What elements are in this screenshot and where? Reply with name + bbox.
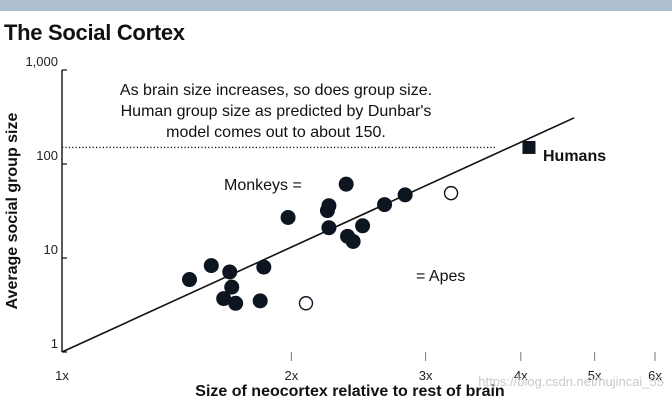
y-tick-label: 10	[44, 242, 58, 257]
monkey-point	[252, 293, 268, 309]
y-tick-label: 100	[36, 148, 58, 163]
monkey-point	[224, 279, 240, 295]
watermark-text: https://blog.csdn.net/hujincai_55	[478, 374, 664, 389]
apes-legend-label: = Apes	[416, 268, 465, 285]
regression-line	[61, 117, 575, 353]
annotation-line-1: As brain size increases, so does group s…	[120, 82, 432, 99]
monkey-point	[321, 220, 337, 236]
ape-point	[443, 185, 459, 201]
monkey-point	[256, 259, 272, 275]
monkey-point	[345, 233, 361, 249]
monkey-point	[338, 176, 354, 192]
monkeys-legend-label: Monkeys =	[224, 177, 302, 194]
monkey-point	[182, 272, 198, 288]
x-tick-label: 2x	[285, 368, 299, 383]
monkey-point	[203, 258, 219, 274]
humans-point	[522, 140, 536, 154]
monkey-point	[228, 295, 244, 311]
annotation-line-3: model comes out to about 150.	[166, 124, 386, 141]
x-tick-label: 6x	[648, 368, 662, 383]
x-tick-label: 4x	[514, 368, 528, 383]
humans-label: Humans	[543, 148, 606, 165]
y-axis-label: Average social group size	[4, 112, 21, 309]
monkey-point	[216, 291, 232, 307]
chart-title: The Social Cortex	[4, 20, 185, 45]
top-color-band	[0, 0, 672, 11]
monkey-point	[397, 187, 413, 203]
y-tick-label: 1	[51, 336, 58, 351]
y-tick-label: 1,000	[25, 54, 58, 69]
monkey-point	[280, 209, 296, 225]
monkey-point	[222, 264, 238, 280]
monkey-point	[355, 218, 371, 234]
x-tick-label: 1x	[55, 368, 69, 383]
x-tick-label: 5x	[588, 368, 602, 383]
annotation-line-2: Human group size as predicted by Dunbar'…	[121, 103, 432, 120]
x-tick-label: 3x	[419, 368, 433, 383]
x-axis-label: Size of neocortex relative to rest of br…	[195, 383, 504, 400]
monkey-point	[377, 197, 393, 213]
monkey-point	[321, 198, 337, 214]
ape-point	[298, 296, 314, 311]
